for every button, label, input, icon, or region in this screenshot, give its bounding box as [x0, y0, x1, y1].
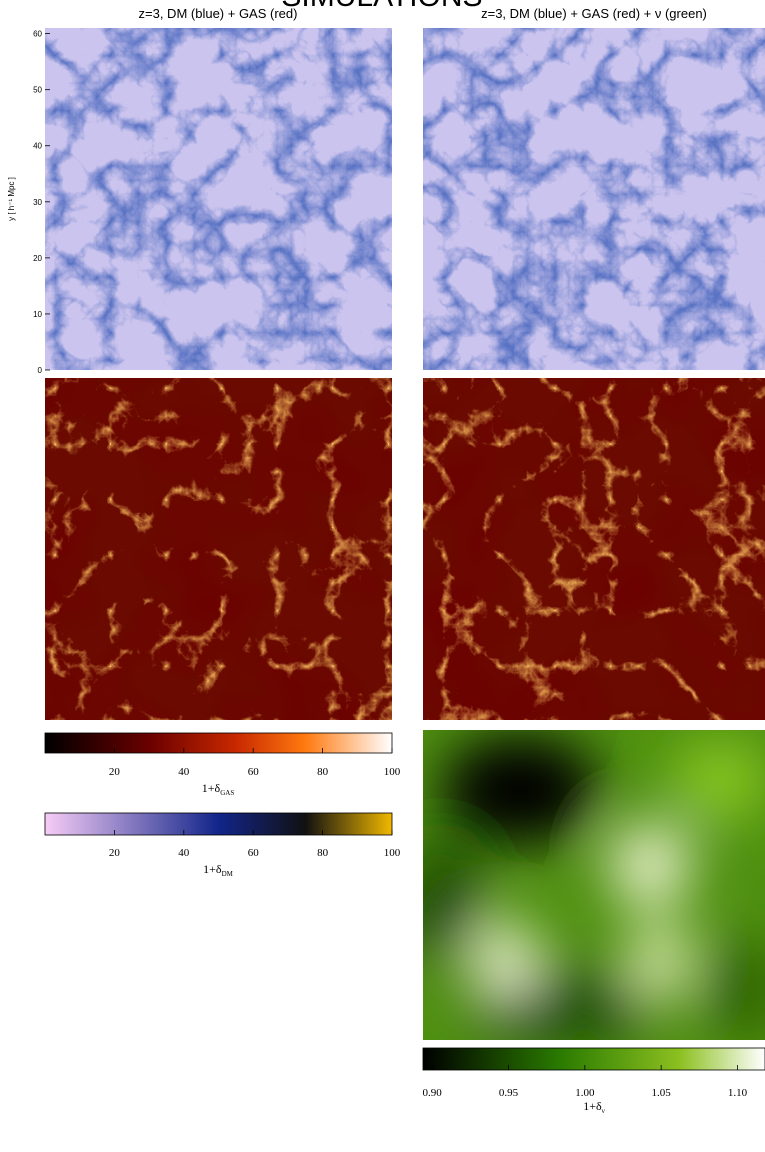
panel-title: z=3, DM (blue) + GAS (red) — [139, 6, 298, 21]
header-title: SIMULATIONS — [281, 0, 482, 13]
colorbar-tick-label: 1.05 — [652, 1087, 672, 1099]
figure: SIMULATIONS z=3, DM (blue) + GAS (red) z… — [0, 0, 765, 1152]
colorbar-tick-label: 80 — [317, 766, 329, 778]
colorbar-tick-label: 0.90 — [423, 1087, 443, 1099]
colorbar-tick-label: 40 — [178, 766, 190, 778]
colorbar-tick-label: 40 — [178, 847, 190, 859]
label-subscript: DM — [222, 870, 234, 878]
y-tick-label: 50 — [33, 86, 42, 95]
neutrino-panel — [400, 730, 765, 1050]
colorbar-tick-label: 1.10 — [728, 1087, 748, 1099]
y-tick-label: 20 — [33, 254, 42, 263]
label-text: 1+δ — [202, 781, 221, 795]
label-subscript: GAS — [220, 789, 234, 797]
dm-panel — [45, 28, 765, 370]
colorbar-label: 1+δν — [583, 1099, 605, 1115]
colorbar-tick-label: 20 — [109, 847, 121, 859]
label-subscript: ν — [602, 1107, 605, 1115]
colorbar — [45, 733, 392, 753]
panel-title: z=3, DM (blue) + GAS (red) + ν (green) — [481, 6, 707, 21]
colorbar-tick-label: 60 — [248, 847, 260, 859]
colorbar-tick-label: 80 — [317, 847, 329, 859]
colorbar-tick-label: 100 — [384, 847, 401, 859]
colorbar — [45, 813, 392, 835]
colorbar — [423, 1048, 765, 1070]
y-axis-label: y [ h⁻¹ Mpc ] — [7, 177, 16, 221]
label-text: 1+δ — [203, 862, 222, 876]
y-tick-label: 0 — [38, 366, 43, 375]
colorbar-tick-label: 0.95 — [499, 1087, 519, 1099]
y-tick-label: 40 — [33, 142, 42, 151]
colorbar-label: 1+δGAS — [202, 781, 235, 797]
colorbar-label: 1+δDM — [203, 862, 233, 878]
colorbar-tick-label: 60 — [248, 766, 260, 778]
colorbar-tick-label: 1.00 — [575, 1087, 595, 1099]
y-tick-label: 60 — [33, 30, 42, 39]
y-tick-label: 10 — [33, 310, 42, 319]
colorbar-tick-label: 100 — [384, 766, 401, 778]
colorbar-tick-label: 20 — [109, 766, 121, 778]
gas-panel — [45, 378, 765, 720]
y-tick-label: 30 — [33, 198, 42, 207]
label-text: 1+δ — [583, 1099, 602, 1113]
